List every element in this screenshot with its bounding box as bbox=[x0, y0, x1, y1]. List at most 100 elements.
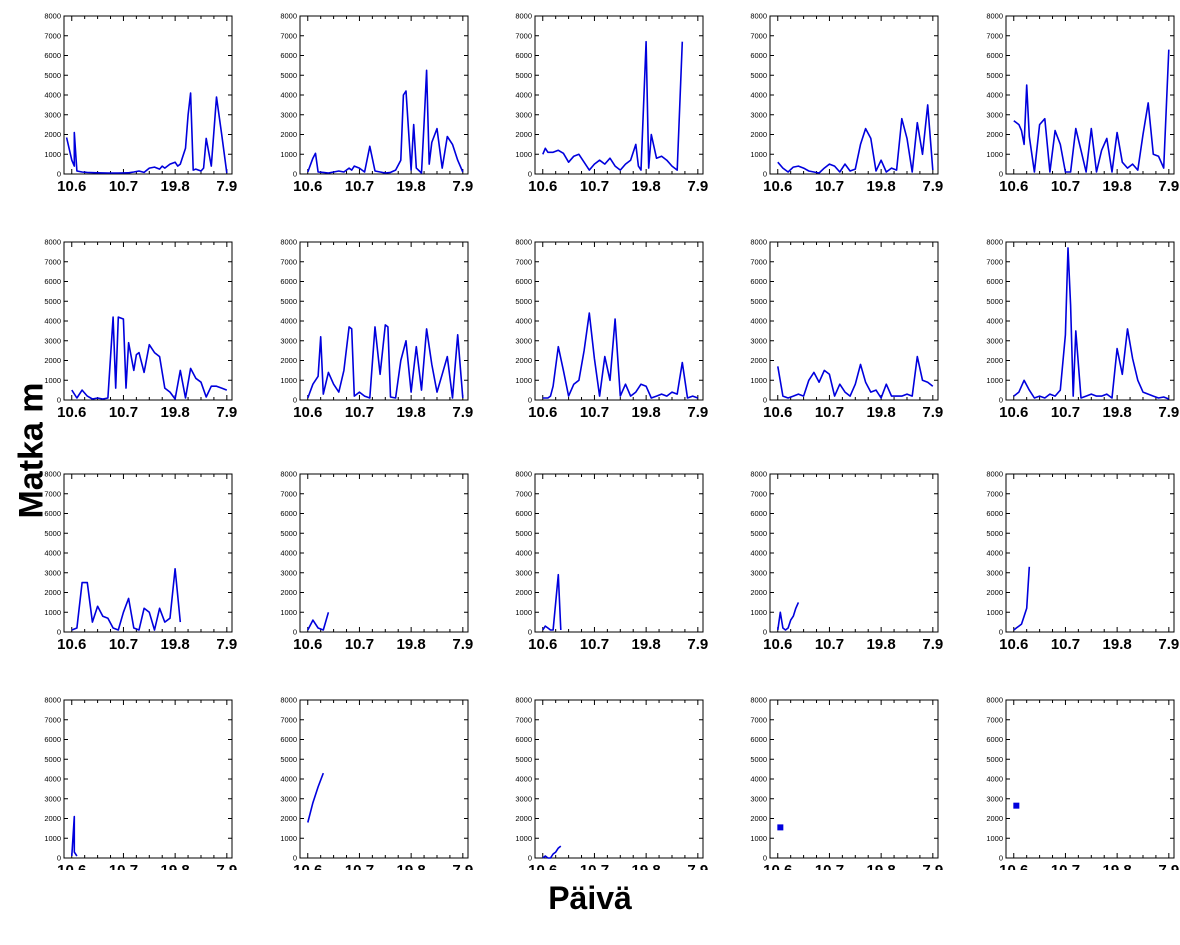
x-tick-label: 10.7 bbox=[815, 636, 844, 653]
y-tick-label: 5000 bbox=[44, 71, 61, 80]
y-tick-label: 4000 bbox=[750, 317, 767, 326]
x-tick-label: 19.8 bbox=[867, 404, 896, 421]
panel-12: 0 1000 2000 3000 4000 5000 6000 7000 8000 10.6 10.… bbox=[280, 470, 473, 654]
x-tick-label: 10.6 bbox=[763, 404, 792, 421]
plot-frame bbox=[1005, 241, 1175, 401]
x-tick-label: 10.6 bbox=[763, 636, 792, 653]
y-tick-label: 8000 bbox=[986, 12, 1003, 21]
series-line bbox=[777, 104, 934, 174]
y-tick-label: 1000 bbox=[750, 150, 767, 159]
y-tick-label: 3000 bbox=[515, 794, 532, 803]
x-tick-label: 7.9 bbox=[216, 636, 237, 653]
y-tick-label: 7000 bbox=[280, 31, 297, 40]
x-tick-label: 7.9 bbox=[922, 178, 943, 195]
x-tick-label: 10.7 bbox=[109, 862, 138, 870]
plot-frame bbox=[769, 699, 939, 859]
y-tick-label: 0 bbox=[528, 854, 532, 863]
x-tick-label: 19.8 bbox=[632, 178, 661, 195]
y-tick-label: 5000 bbox=[280, 529, 297, 538]
y-tick-label: 8000 bbox=[44, 470, 61, 479]
y-tick-label: 4000 bbox=[515, 549, 532, 558]
x-tick-label: 7.9 bbox=[1158, 636, 1179, 653]
y-tick-label: 2000 bbox=[515, 588, 532, 597]
y-tick-label: 2000 bbox=[44, 356, 61, 365]
y-tick-label: 1000 bbox=[280, 834, 297, 843]
panel-5: 0 1000 2000 3000 4000 5000 6000 7000 8000 10.6 10.… bbox=[986, 12, 1179, 196]
x-tick-label: 19.8 bbox=[397, 404, 426, 421]
y-tick-label: 6000 bbox=[280, 509, 297, 518]
y-tick-label: 8000 bbox=[750, 238, 767, 247]
panel-17: 0 1000 2000 3000 4000 5000 6000 7000 8000 10.6 10.… bbox=[280, 696, 473, 871]
panel-14: 0 1000 2000 3000 4000 5000 6000 7000 8000 10.6 10.… bbox=[750, 470, 943, 654]
y-tick-label: 5000 bbox=[986, 755, 1003, 764]
x-tick-label: 19.8 bbox=[632, 636, 661, 653]
x-tick-label: 19.8 bbox=[1103, 636, 1132, 653]
y-tick-label: 3000 bbox=[280, 794, 297, 803]
plot-frame bbox=[63, 699, 233, 859]
panel-7: 0 1000 2000 3000 4000 5000 6000 7000 8000 10.6 10.… bbox=[280, 238, 473, 422]
x-tick-label: 7.9 bbox=[922, 404, 943, 421]
plot-frame bbox=[299, 473, 469, 633]
x-tick-label: 10.7 bbox=[580, 404, 609, 421]
y-tick-label: 7000 bbox=[515, 257, 532, 266]
y-tick-label: 2000 bbox=[750, 588, 767, 597]
y-tick-label: 6000 bbox=[750, 51, 767, 60]
x-tick-label: 7.9 bbox=[452, 404, 473, 421]
y-tick-label: 8000 bbox=[280, 238, 297, 247]
y-tick-label: 8000 bbox=[750, 470, 767, 479]
series-line bbox=[1013, 49, 1170, 173]
y-tick-label: 0 bbox=[528, 396, 532, 405]
y-tick-label: 5000 bbox=[986, 529, 1003, 538]
panel-19: 0 1000 2000 3000 4000 5000 6000 7000 8000 10.6 10.… bbox=[750, 696, 943, 871]
series-line bbox=[65, 92, 228, 174]
y-tick-label: 8000 bbox=[986, 238, 1003, 247]
y-tick-label: 8000 bbox=[750, 696, 767, 705]
y-tick-label: 0 bbox=[763, 396, 767, 405]
y-tick-label: 5000 bbox=[44, 297, 61, 306]
y-tick-label: 1000 bbox=[986, 834, 1003, 843]
y-tick-label: 2000 bbox=[750, 356, 767, 365]
x-tick-label: 10.7 bbox=[109, 178, 138, 195]
x-tick-label: 19.8 bbox=[867, 636, 896, 653]
panel-1: 0 1000 2000 3000 4000 5000 6000 7000 8000 10.6 10.… bbox=[44, 12, 237, 196]
x-tick-label: 10.7 bbox=[815, 178, 844, 195]
series-line bbox=[1013, 247, 1170, 400]
x-tick-label: 10.7 bbox=[109, 404, 138, 421]
y-tick-label: 6000 bbox=[515, 51, 532, 60]
x-tick-label: 10.6 bbox=[528, 404, 557, 421]
y-tick-label: 4000 bbox=[986, 775, 1003, 784]
y-tick-label: 6000 bbox=[515, 509, 532, 518]
x-tick-label: 10.7 bbox=[815, 404, 844, 421]
y-tick-label: 3000 bbox=[750, 336, 767, 345]
y-tick-label: 5000 bbox=[986, 297, 1003, 306]
y-tick-label: 8000 bbox=[986, 696, 1003, 705]
y-tick-label: 4000 bbox=[280, 775, 297, 784]
y-tick-label: 1000 bbox=[280, 608, 297, 617]
y-tick-label: 1000 bbox=[280, 376, 297, 385]
panel-13: 0 1000 2000 3000 4000 5000 6000 7000 8000 10.6 10.… bbox=[515, 470, 708, 654]
series-line bbox=[71, 316, 228, 400]
y-tick-label: 2000 bbox=[750, 814, 767, 823]
x-tick-label: 10.6 bbox=[763, 178, 792, 195]
y-tick-label: 1000 bbox=[515, 150, 532, 159]
y-tick-label: 7000 bbox=[280, 715, 297, 724]
x-tick-label: 7.9 bbox=[1158, 862, 1179, 870]
plot-frame bbox=[299, 241, 469, 401]
data-point bbox=[777, 824, 784, 831]
y-tick-label: 0 bbox=[57, 854, 61, 863]
y-tick-label: 0 bbox=[763, 628, 767, 637]
panel-6: 0 1000 2000 3000 4000 5000 6000 7000 8000 10.6 10.… bbox=[44, 238, 237, 422]
plot-frame bbox=[63, 473, 233, 633]
y-tick-label: 2000 bbox=[44, 588, 61, 597]
y-tick-label: 6000 bbox=[986, 735, 1003, 744]
x-tick-label: 10.7 bbox=[345, 178, 374, 195]
y-tick-label: 4000 bbox=[515, 317, 532, 326]
panel-8: 0 1000 2000 3000 4000 5000 6000 7000 8000 10.6 10.… bbox=[515, 238, 708, 422]
x-tick-label: 19.8 bbox=[1103, 404, 1132, 421]
x-tick-label: 7.9 bbox=[1158, 404, 1179, 421]
y-tick-label: 7000 bbox=[280, 489, 297, 498]
x-tick-label: 19.8 bbox=[397, 862, 426, 870]
y-tick-label: 0 bbox=[293, 396, 297, 405]
x-tick-label: 19.8 bbox=[1103, 862, 1132, 870]
y-tick-label: 5000 bbox=[750, 71, 767, 80]
